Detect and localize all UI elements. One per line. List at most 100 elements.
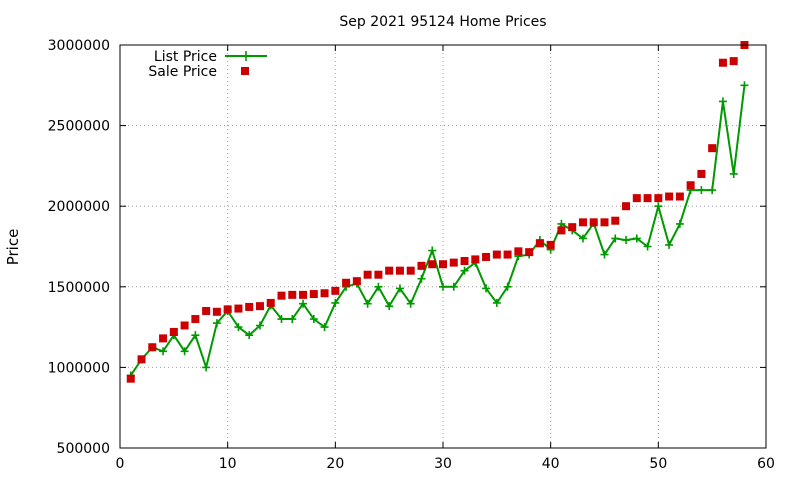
data-point-sale-price xyxy=(686,181,695,190)
data-point-sale-price xyxy=(169,327,178,336)
data-point-sale-price xyxy=(406,266,415,275)
data-point-list-price xyxy=(632,234,641,243)
data-point-sale-price xyxy=(342,278,351,287)
data-point-list-price xyxy=(611,234,620,243)
plot-frame xyxy=(119,44,767,449)
data-point-list-price xyxy=(600,250,609,259)
data-point-list-price xyxy=(288,315,297,324)
data-point-sale-price xyxy=(622,202,631,211)
data-point-sale-price xyxy=(223,305,232,314)
data-point-sale-price xyxy=(137,355,146,364)
data-point-list-price xyxy=(363,299,372,308)
data-point-sale-price xyxy=(417,261,426,270)
data-point-list-price xyxy=(622,236,631,245)
data-point-list-price xyxy=(718,97,727,106)
legend-label-sale-price: Sale Price xyxy=(148,64,217,80)
data-point-sale-price xyxy=(395,266,404,275)
data-point-sale-price xyxy=(578,218,587,227)
data-point-list-price xyxy=(299,299,308,308)
data-point-sale-price xyxy=(589,218,598,227)
data-point-list-price xyxy=(234,323,243,332)
y-tick-label: 2000000 xyxy=(48,199,110,215)
data-point-list-price xyxy=(191,331,200,340)
data-point-list-price xyxy=(643,242,652,251)
data-point-sale-price xyxy=(460,257,469,266)
data-point-list-price xyxy=(331,298,340,307)
data-point-list-price xyxy=(740,81,749,90)
data-point-list-price xyxy=(245,331,254,340)
data-point-sale-price xyxy=(525,248,534,257)
data-point-sale-price xyxy=(385,266,394,275)
data-point-list-price xyxy=(439,282,447,291)
data-point-sale-price xyxy=(191,315,200,324)
data-point-list-price xyxy=(578,234,587,243)
data-point-sale-price xyxy=(654,194,663,203)
data-point-sale-price xyxy=(148,343,157,352)
data-point-sale-price xyxy=(245,302,254,311)
legend-marker-sale-price xyxy=(241,67,249,75)
data-point-list-price xyxy=(212,319,221,328)
data-point-sale-price xyxy=(277,291,286,300)
data-point-sale-price xyxy=(363,270,372,279)
x-tick-label: 50 xyxy=(649,456,667,472)
data-point-list-price xyxy=(708,186,717,195)
data-point-list-price xyxy=(395,284,404,293)
series-sale-price xyxy=(126,41,749,383)
data-point-sale-price xyxy=(159,334,168,343)
data-point-list-price xyxy=(729,169,738,178)
data-point-sale-price xyxy=(600,218,609,227)
legend: List Price Sale Price xyxy=(148,49,267,80)
data-point-sale-price xyxy=(514,247,523,256)
data-point-list-price xyxy=(460,266,469,275)
y-tick-label: 3000000 xyxy=(48,38,110,54)
data-point-list-price xyxy=(277,315,286,324)
data-point-sale-price xyxy=(718,58,727,67)
data-point-list-price xyxy=(255,321,264,330)
data-point-sale-price xyxy=(632,194,641,203)
data-point-sale-price xyxy=(299,290,308,299)
data-point-sale-price xyxy=(288,290,297,299)
y-tick-label: 2500000 xyxy=(48,119,110,135)
data-point-sale-price xyxy=(202,306,211,315)
data-point-list-price xyxy=(180,347,189,356)
data-point-sale-price xyxy=(675,192,684,201)
data-point-list-price xyxy=(449,282,458,291)
data-point-sale-price xyxy=(234,304,243,313)
data-point-sale-price xyxy=(180,321,189,330)
data-point-sale-price xyxy=(266,298,275,307)
data-point-sale-price xyxy=(697,169,706,178)
y-tick-label: 1000000 xyxy=(48,360,110,376)
legend-label-list-price: List Price xyxy=(154,49,217,65)
data-point-list-price xyxy=(654,202,663,211)
data-point-sale-price xyxy=(482,252,491,261)
data-point-list-price xyxy=(385,302,394,311)
data-point-sale-price xyxy=(535,239,544,248)
data-point-sale-price xyxy=(471,255,480,264)
x-tick-label: 60 xyxy=(757,456,775,472)
data-point-list-price xyxy=(675,219,684,228)
x-tick-label: 20 xyxy=(326,456,344,472)
data-point-sale-price xyxy=(374,270,383,279)
data-point-sale-price xyxy=(643,194,652,203)
data-point-list-price xyxy=(665,240,674,249)
data-point-sale-price xyxy=(439,260,447,269)
data-point-list-price xyxy=(482,284,491,293)
y-axis-label: Price xyxy=(4,229,22,266)
data-point-list-price xyxy=(309,315,318,324)
data-point-sale-price xyxy=(309,290,318,299)
chart-title: Sep 2021 95124 Home Prices xyxy=(339,14,546,30)
data-point-sale-price xyxy=(428,260,437,269)
x-tick-label: 0 xyxy=(116,456,125,472)
data-point-sale-price xyxy=(449,258,458,267)
data-point-list-price xyxy=(320,323,329,332)
series-layer xyxy=(126,41,749,383)
data-point-list-price xyxy=(428,246,437,255)
data-point-list-price xyxy=(503,282,512,291)
data-point-sale-price xyxy=(665,192,674,201)
y-tick-label: 1500000 xyxy=(48,280,110,296)
legend-marker-list-price xyxy=(241,51,251,61)
x-tick-label: 10 xyxy=(219,456,237,472)
data-point-sale-price xyxy=(352,277,361,286)
data-point-list-price xyxy=(159,347,168,356)
